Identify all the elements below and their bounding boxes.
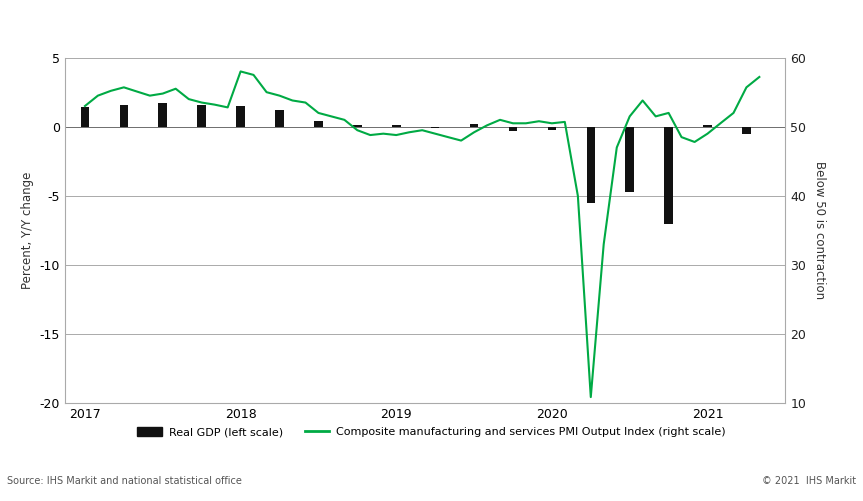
Bar <box>548 127 556 130</box>
Text: Italian real GDP and composite PMI output developments: Italian real GDP and composite PMI outpu… <box>7 17 482 32</box>
Bar <box>508 127 517 131</box>
Text: Source: IHS Markit and national statistical office: Source: IHS Markit and national statisti… <box>7 476 242 485</box>
Bar <box>626 127 634 192</box>
Bar <box>314 121 323 127</box>
Bar <box>353 125 362 127</box>
Bar <box>236 106 245 127</box>
Bar <box>80 107 89 127</box>
Text: © 2021  IHS Markit: © 2021 IHS Markit <box>762 476 856 485</box>
Y-axis label: Percent, Y/Y change: Percent, Y/Y change <box>21 172 34 289</box>
Bar <box>742 127 751 134</box>
Bar <box>392 125 400 127</box>
Bar <box>469 124 478 127</box>
Bar <box>275 110 284 127</box>
Bar <box>159 103 167 127</box>
Legend: Real GDP (left scale), Composite manufacturing and services PMI Output Index (ri: Real GDP (left scale), Composite manufac… <box>133 422 730 442</box>
Bar <box>198 105 206 127</box>
Bar <box>587 127 595 203</box>
Bar <box>665 127 673 223</box>
Bar <box>703 125 712 127</box>
Bar <box>431 127 439 128</box>
Bar <box>120 105 128 127</box>
Y-axis label: Below 50 is contraction: Below 50 is contraction <box>813 161 826 300</box>
